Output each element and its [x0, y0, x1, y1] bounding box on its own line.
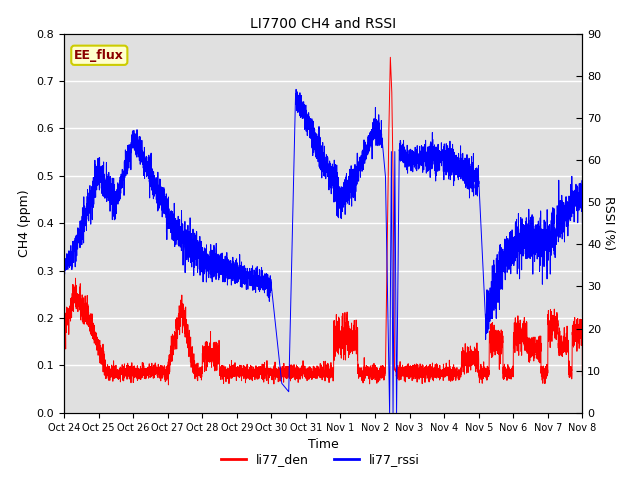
li77_rssi — [486, 288, 494, 293]
Text: EE_flux: EE_flux — [74, 49, 124, 62]
li77_rssi — [292, 86, 300, 92]
X-axis label: Time: Time — [308, 438, 339, 451]
li77_den — [579, 373, 586, 379]
Line: li77_rssi: li77_rssi — [64, 89, 582, 413]
Y-axis label: CH4 (ppm): CH4 (ppm) — [18, 190, 31, 257]
li77_rssi — [258, 280, 266, 286]
li77_den — [447, 377, 455, 383]
li77_rssi — [579, 220, 586, 226]
li77_den — [259, 361, 266, 367]
li77_rssi — [447, 155, 455, 161]
li77_den — [387, 54, 394, 60]
li77_den — [60, 342, 68, 348]
li77_rssi — [386, 410, 394, 416]
Title: LI7700 CH4 and RSSI: LI7700 CH4 and RSSI — [250, 17, 396, 31]
Line: li77_den: li77_den — [64, 57, 582, 385]
Y-axis label: RSSI (%): RSSI (%) — [602, 196, 615, 250]
li77_den — [371, 370, 379, 376]
li77_den — [486, 330, 494, 336]
li77_rssi — [371, 124, 379, 130]
li77_rssi — [154, 207, 162, 213]
li77_rssi — [397, 151, 405, 157]
li77_den — [154, 367, 162, 373]
li77_den — [397, 366, 405, 372]
li77_rssi — [60, 260, 68, 266]
li77_den — [164, 382, 172, 388]
Legend: li77_den, li77_rssi: li77_den, li77_rssi — [216, 448, 424, 471]
